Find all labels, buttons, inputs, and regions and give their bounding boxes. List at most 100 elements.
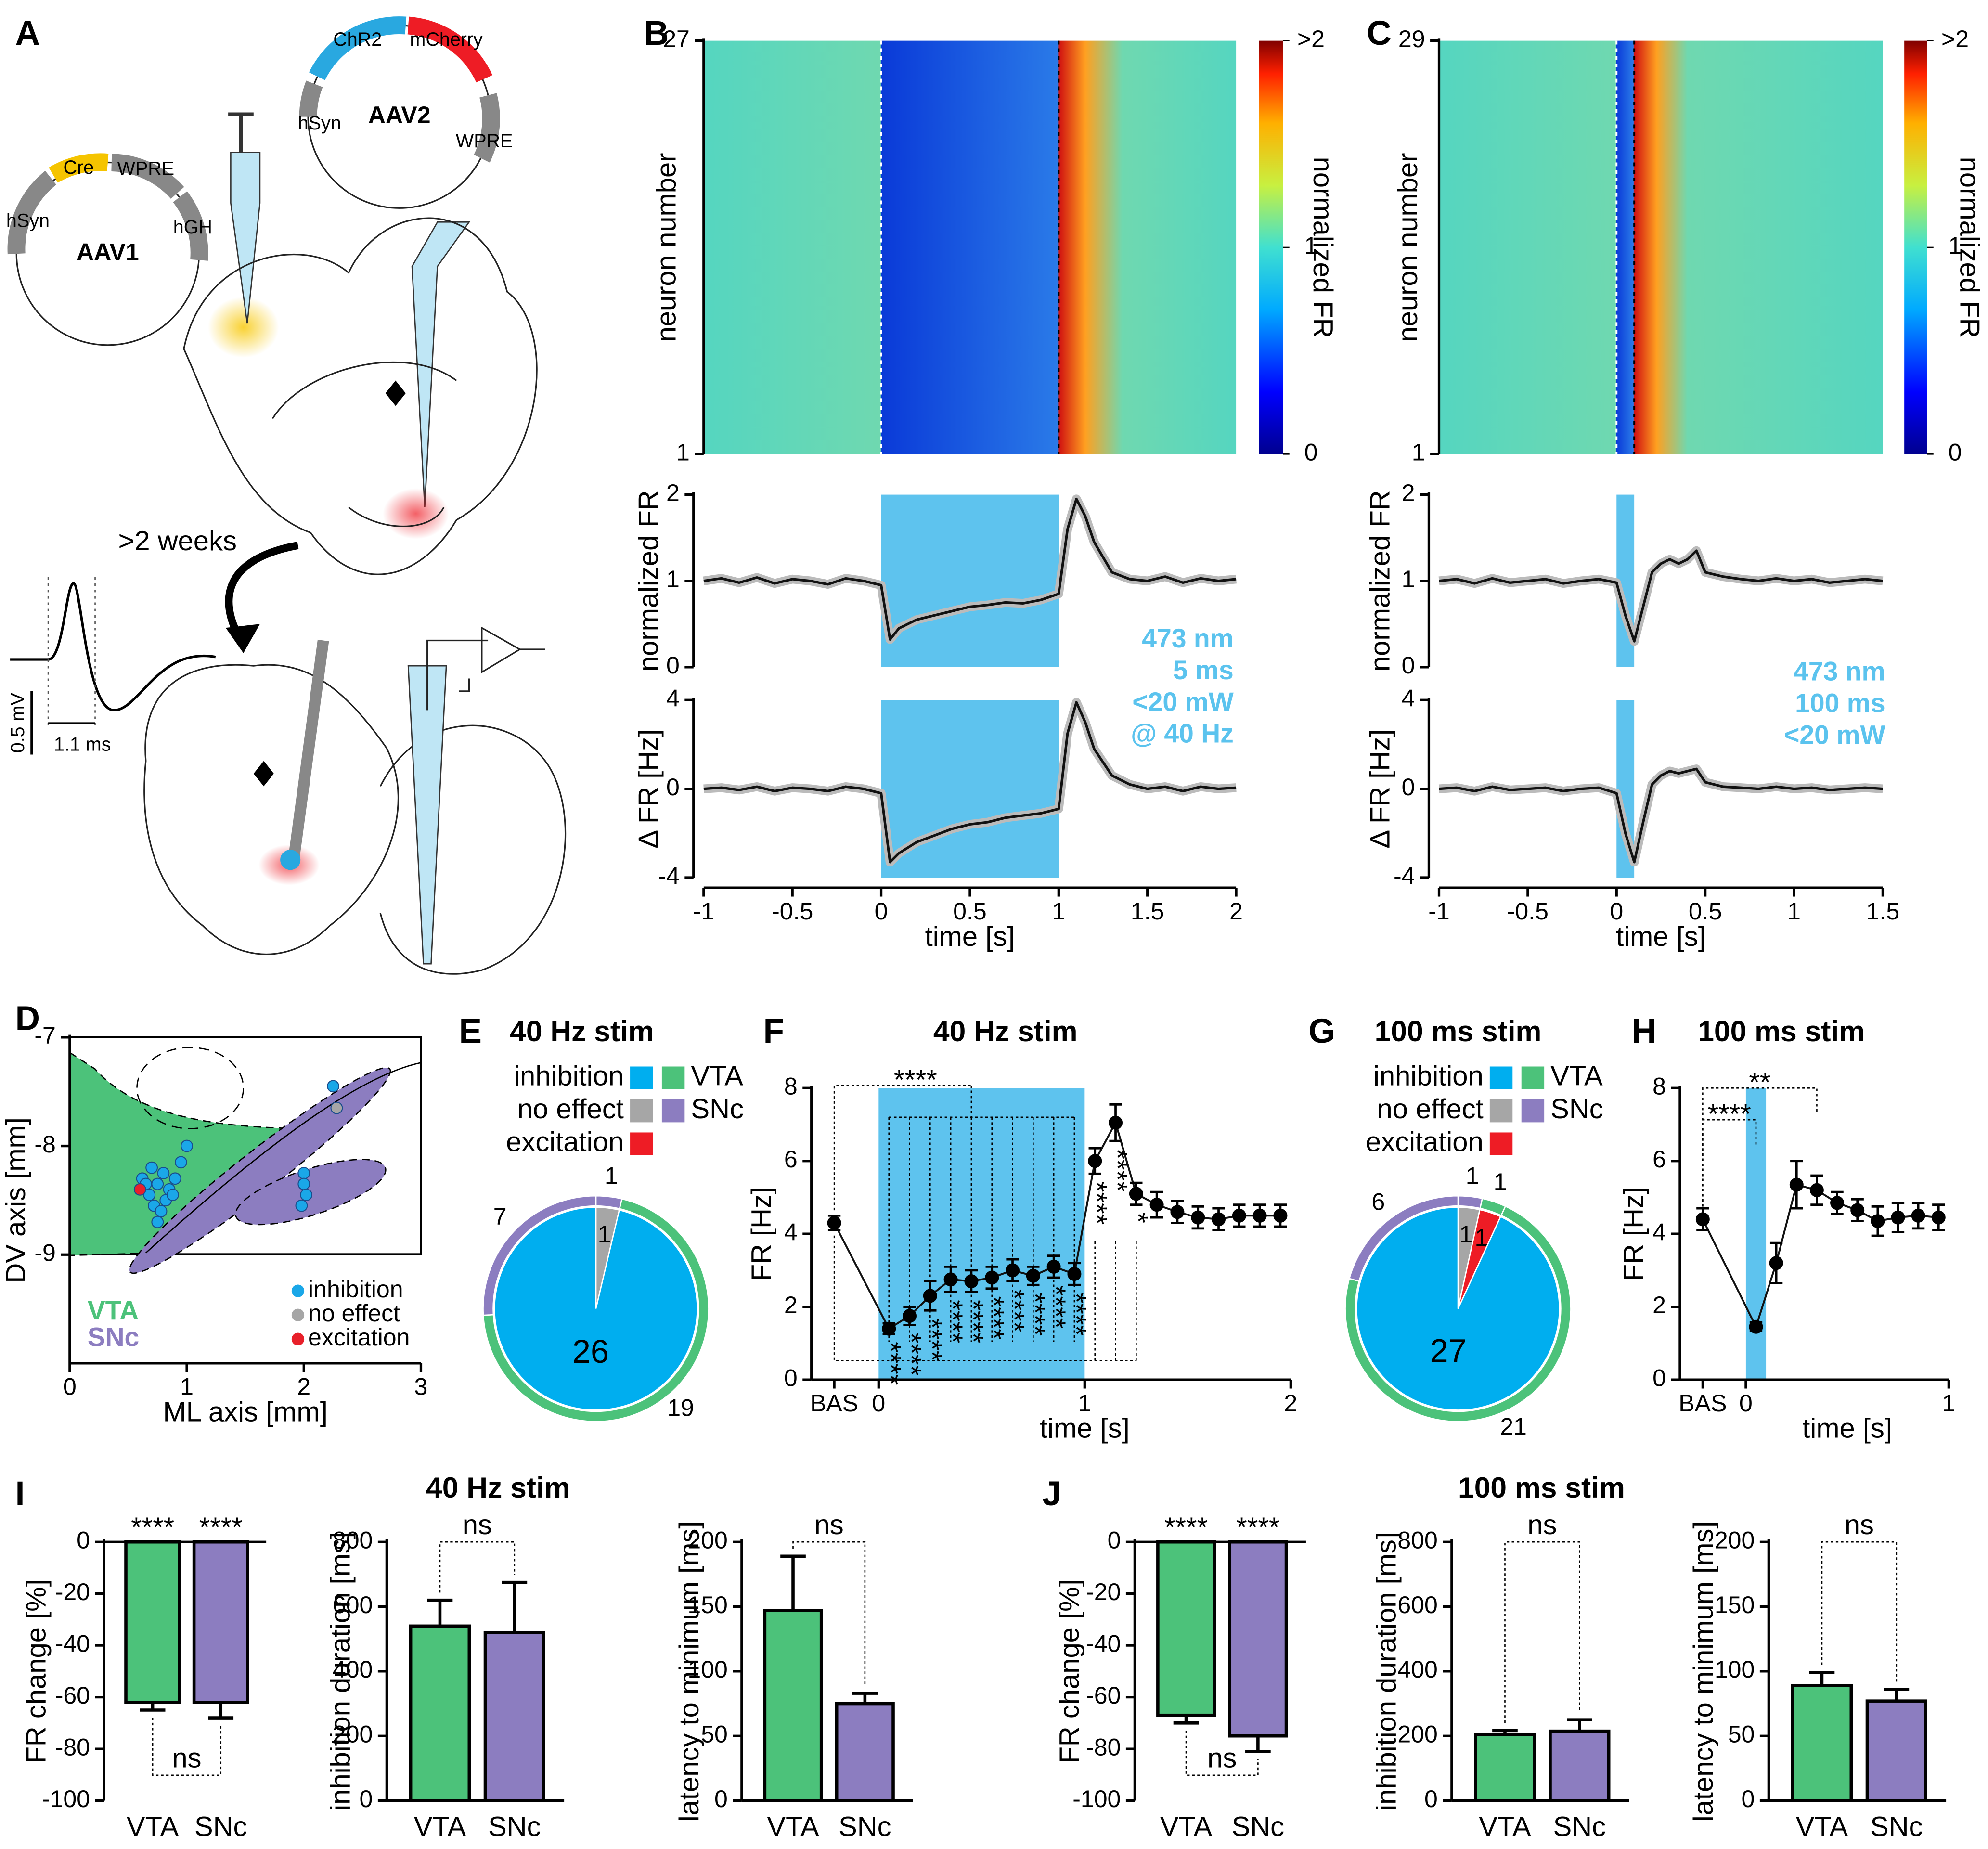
element-label: hSyn	[6, 210, 50, 232]
significance: ****	[978, 1296, 1009, 1340]
error-bar	[427, 1598, 453, 1626]
chart-title: 40 Hz stim	[933, 1015, 1078, 1047]
y-tick-label: 2	[666, 479, 680, 506]
element-label: ChR2	[333, 29, 382, 50]
plasmid-name: AAV2	[368, 102, 431, 129]
element-label: WPRE	[117, 158, 175, 180]
colorbar-tick-label: >2	[1297, 26, 1325, 52]
neuron-point	[330, 1101, 343, 1114]
x-tick-label: 0	[1610, 898, 1623, 925]
y-axis-label: inhibition duration [ms]	[325, 1532, 356, 1811]
comparison-bracket	[792, 1541, 866, 1686]
x-tick-label: 0	[875, 898, 888, 925]
neuron-point	[327, 1080, 339, 1093]
pie-slice	[1356, 1206, 1561, 1411]
pipette	[230, 152, 261, 324]
y-axis-label: Δ FR [Hz]	[1365, 729, 1395, 849]
x-axis-label: ML axis [mm]	[163, 1397, 328, 1428]
error-bar	[208, 1702, 234, 1720]
y-tick-label: 0	[1652, 1364, 1666, 1391]
x-tick-label: 0.5	[1689, 898, 1722, 925]
bar	[1156, 1540, 1216, 1717]
y-tick-label: 200	[687, 1526, 727, 1553]
brain-outline	[183, 217, 538, 575]
slice-label: 27	[1430, 1332, 1467, 1369]
arrow	[225, 542, 299, 643]
injection-site	[207, 297, 279, 358]
annotation: 473 nm	[1142, 623, 1234, 653]
data-point	[1911, 1208, 1925, 1223]
x-tick-label: -0.5	[1507, 898, 1549, 925]
data-point	[985, 1270, 999, 1285]
y-tick-label: 0	[1108, 1526, 1121, 1553]
colorbar-label: normalized FR	[1307, 157, 1338, 338]
bracket-label: **	[1749, 1067, 1770, 1098]
y-tick-label: -8	[34, 1131, 56, 1158]
panel-label: D	[15, 999, 40, 1037]
significance: ****	[999, 1289, 1030, 1332]
chart-title: 40 Hz stim	[510, 1015, 654, 1047]
comparison-label: ns	[1207, 1743, 1237, 1774]
heatmap-image	[703, 40, 1237, 454]
data-point	[1170, 1205, 1185, 1219]
significance: ****	[917, 1318, 947, 1361]
legend-label: VTA	[691, 1061, 743, 1092]
data-point	[882, 1321, 896, 1336]
bar	[1791, 1684, 1853, 1802]
comparison-bracket	[152, 1718, 222, 1776]
brain-outline	[379, 724, 567, 975]
y-tick-label: -60	[55, 1682, 90, 1709]
x-tick-label: 0	[63, 1373, 77, 1400]
trace	[703, 497, 1237, 641]
y-axis-label: latency to minimum [ms]	[1688, 1521, 1719, 1822]
plasmid-element	[474, 93, 500, 163]
region-label: VTA	[88, 1295, 139, 1325]
x-tick-label: -1	[1428, 898, 1450, 925]
neuron-point	[155, 1205, 168, 1217]
x-tick-label: 1	[1942, 1390, 1955, 1417]
legend-swatch	[1489, 1066, 1513, 1089]
x-tick-label: SNc	[839, 1811, 891, 1842]
region-vta	[69, 1051, 293, 1256]
neuron-point	[151, 1215, 164, 1228]
plasmid-element	[49, 153, 109, 183]
slice-label: 1	[598, 1221, 611, 1248]
x-tick-label: -1	[693, 898, 715, 925]
panel-label: H	[1632, 1012, 1656, 1050]
bar	[409, 1624, 471, 1802]
annotation: <20 mW	[1784, 720, 1885, 750]
x-tick-label: VTA	[1479, 1811, 1531, 1842]
x-tick-label: VTA	[414, 1811, 466, 1842]
y-axis-label: FR change [%]	[1054, 1579, 1085, 1763]
x-tick-label: SNc	[1870, 1811, 1923, 1842]
y-tick-label: -20	[55, 1578, 90, 1605]
y-tick-label: 1	[676, 439, 690, 466]
legend-swatch	[1521, 1099, 1545, 1123]
bracket-label: ****	[894, 1064, 937, 1095]
neuron-point	[297, 1177, 310, 1190]
neuron-point	[174, 1156, 187, 1169]
colorbar-tick-label: >2	[1941, 26, 1969, 52]
heatmap-image	[1439, 40, 1883, 454]
x-axis-label: time [s]	[1040, 1413, 1130, 1444]
significance: ****	[875, 1342, 906, 1385]
data-point	[943, 1272, 958, 1287]
plasmid-element	[111, 154, 184, 199]
brain-outline	[143, 664, 399, 955]
y-tick-label: 800	[333, 1526, 373, 1553]
connector	[833, 1222, 890, 1329]
legend-swatch	[1489, 1132, 1513, 1155]
significance: ****	[937, 1300, 968, 1343]
comparison-label: ns	[1845, 1510, 1874, 1540]
y-tick-label: 600	[333, 1591, 373, 1618]
stimulus-window	[878, 1088, 1085, 1380]
neuron-point	[133, 1183, 146, 1196]
y-tick-label: 600	[1397, 1591, 1437, 1618]
legend-label: inhibition	[514, 1061, 624, 1092]
ventricle	[385, 380, 406, 406]
bracket	[1702, 1119, 1757, 1207]
scale-label: 0.5 mV	[7, 692, 28, 753]
slice-label: 1	[1494, 1168, 1507, 1195]
significance: ****	[1040, 1285, 1071, 1329]
